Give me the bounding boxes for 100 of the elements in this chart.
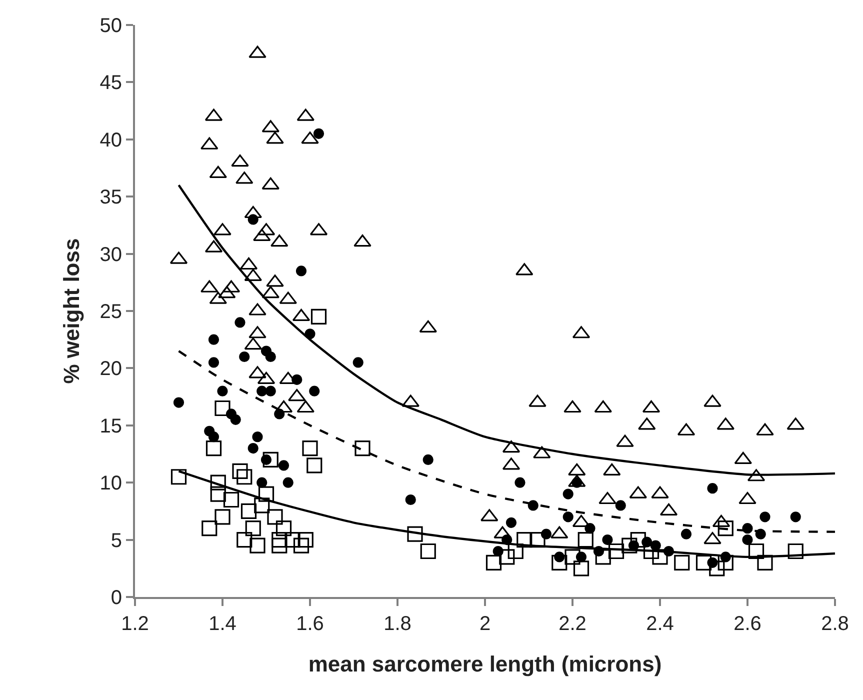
y-tick-label: 50 <box>100 15 122 37</box>
point <box>615 500 626 511</box>
point <box>506 517 517 528</box>
x-tick-label: 2 <box>479 613 491 635</box>
y-tick-label: 25 <box>100 301 122 323</box>
point <box>790 512 801 522</box>
point <box>278 460 290 471</box>
point <box>293 538 310 554</box>
point <box>210 486 226 502</box>
point <box>202 520 218 536</box>
point <box>265 351 276 362</box>
point <box>760 512 770 522</box>
point <box>608 543 624 560</box>
point <box>245 520 261 536</box>
y-tick-label: 40 <box>100 129 122 152</box>
x-tick-label: 1.2 <box>121 613 149 635</box>
point <box>274 408 285 420</box>
point <box>528 500 538 511</box>
point <box>214 400 230 416</box>
point <box>405 494 416 506</box>
y-axis-title: % weight loss <box>59 238 84 384</box>
point <box>757 554 773 570</box>
point <box>298 532 314 548</box>
point <box>170 469 187 485</box>
point <box>258 486 274 502</box>
point <box>420 543 436 560</box>
point <box>499 549 515 565</box>
point <box>602 534 613 546</box>
y-tick-label: 45 <box>100 72 122 94</box>
point <box>265 386 276 396</box>
point <box>256 477 268 488</box>
point <box>514 477 526 488</box>
point <box>214 509 230 525</box>
x-tick-label: 1.6 <box>296 613 324 635</box>
point <box>217 386 228 396</box>
point <box>748 543 764 560</box>
point <box>236 532 252 548</box>
point <box>788 543 804 560</box>
point <box>313 128 324 139</box>
point <box>272 532 288 548</box>
y-tick-label: 5 <box>110 530 122 552</box>
point <box>208 432 220 442</box>
point <box>276 520 292 536</box>
y-tick-label: 10 <box>100 472 122 495</box>
point <box>248 214 258 225</box>
x-tick-label: 2.6 <box>734 613 762 635</box>
point <box>622 538 638 554</box>
point <box>516 532 532 548</box>
point <box>296 266 307 276</box>
y-tick-label: 15 <box>100 415 122 438</box>
point <box>239 351 250 362</box>
point <box>680 528 692 540</box>
x-tick-label: 2.4 <box>646 613 674 635</box>
point <box>208 357 220 368</box>
point <box>210 474 226 490</box>
point <box>562 488 574 500</box>
point <box>352 357 364 368</box>
y-tick-label: 0 <box>110 587 122 609</box>
point <box>206 440 222 456</box>
point <box>422 454 434 466</box>
y-tick-label: 35 <box>100 186 122 209</box>
point <box>709 560 725 576</box>
point <box>564 549 580 565</box>
point <box>267 509 283 525</box>
point <box>696 554 712 570</box>
point <box>718 520 734 536</box>
point <box>223 492 240 508</box>
x-tick-label: 1.8 <box>384 613 412 635</box>
point <box>306 458 322 474</box>
point <box>234 317 246 328</box>
point <box>486 554 502 570</box>
point <box>652 549 668 565</box>
point <box>292 374 302 385</box>
point <box>284 532 300 548</box>
point <box>272 538 288 554</box>
point <box>407 526 423 542</box>
point <box>742 523 753 534</box>
point <box>573 560 590 576</box>
point <box>256 386 268 396</box>
y-tick-label: 20 <box>100 358 122 380</box>
point <box>230 414 241 425</box>
point <box>718 554 734 570</box>
point <box>742 534 753 546</box>
y-tick-label: 30 <box>100 244 122 266</box>
point <box>309 386 320 396</box>
point <box>173 397 184 408</box>
point <box>208 334 220 345</box>
point <box>236 469 252 485</box>
point <box>707 483 718 494</box>
x-axis-title: mean sarcomere length (microns) <box>308 651 662 676</box>
point <box>508 543 524 560</box>
point <box>254 498 270 514</box>
x-tick-label: 2.2 <box>558 613 586 635</box>
point <box>310 308 327 325</box>
point <box>578 532 594 548</box>
point <box>302 440 318 456</box>
point <box>262 452 278 468</box>
x-tick-label: 2.8 <box>821 613 849 635</box>
point <box>584 523 596 534</box>
point <box>562 512 574 522</box>
